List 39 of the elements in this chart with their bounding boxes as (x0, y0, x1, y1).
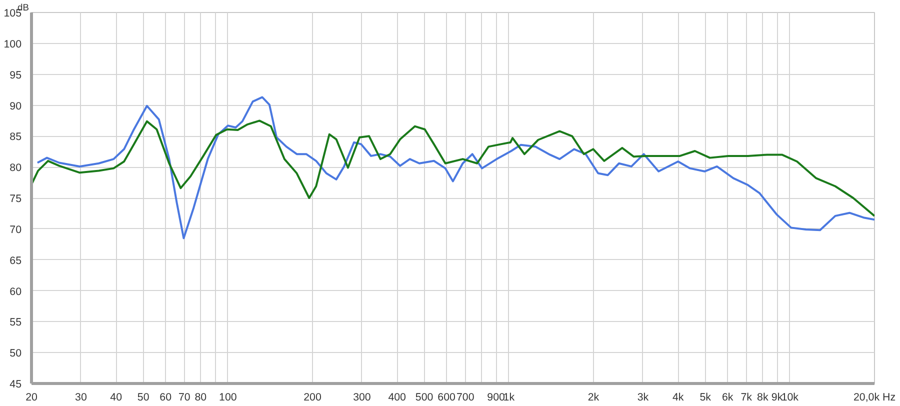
y-tick-label: 65 (10, 254, 22, 267)
x-tick-label: 20 (26, 392, 38, 404)
x-tick-label: 60 (160, 392, 172, 404)
x-tick-label: 6k (722, 392, 734, 404)
x-tick-label: 50 (137, 392, 150, 404)
x-tick-label: 80 (194, 392, 207, 404)
y-axis-title: dB (18, 2, 29, 12)
x-tick-label: 40 (110, 392, 122, 404)
x-tick-label: 4k (672, 392, 684, 404)
x-tick-label: 10k (781, 392, 800, 404)
x-tick-label: 900 (487, 392, 506, 404)
x-tick-label: 300 (353, 392, 371, 404)
x-tick-label: 5k (700, 392, 712, 404)
x-tick-label: 500 (415, 392, 434, 404)
y-tick-label: 60 (10, 286, 22, 298)
y-tick-label: 90 (10, 100, 22, 112)
x-tick-label: 9k (771, 392, 784, 404)
x-tick-label: 20,0k Hz (853, 392, 896, 404)
x-tick-label: 70 (178, 392, 190, 404)
x-tick-label: 600 (438, 392, 456, 404)
y-tick-label: 100 (4, 38, 22, 50)
x-tick-label: 100 (219, 392, 237, 404)
y-tick-label: 50 (10, 348, 22, 360)
x-tick-label: 30 (75, 392, 87, 404)
x-tick-label: 7k (740, 392, 753, 404)
y-tick-label: 80 (10, 162, 22, 174)
x-tick-label: 8k (757, 392, 769, 404)
y-tick-label: 85 (10, 131, 22, 144)
y-tick-label: 75 (10, 193, 22, 205)
y-tick-label: 55 (10, 316, 22, 329)
y-tick-label: 45 (10, 378, 22, 390)
x-tick-label: 2k (588, 392, 600, 404)
x-tick-label: 3k (637, 392, 650, 404)
y-tick-label: 95 (10, 69, 22, 82)
y-tick-label: 70 (10, 224, 22, 236)
x-tick-label: 200 (304, 392, 322, 404)
x-tick-label: 400 (388, 392, 406, 404)
x-tick-label: 1k (503, 392, 516, 404)
x-tick-label: 700 (456, 392, 474, 404)
